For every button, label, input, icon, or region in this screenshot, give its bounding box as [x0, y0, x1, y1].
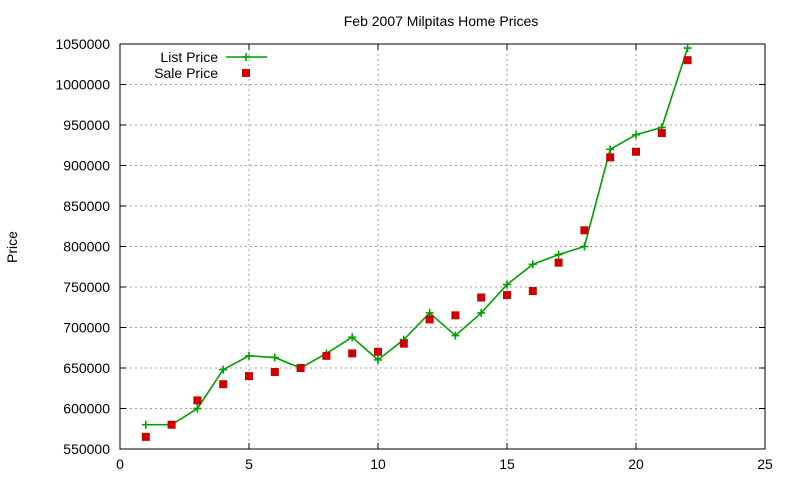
sale-price-point	[554, 258, 563, 267]
list-price-point	[141, 420, 150, 429]
legend-label-sale-price: Sale Price	[154, 65, 218, 81]
list-price-point	[477, 308, 486, 317]
sale-price-point	[219, 380, 228, 389]
list-price-point	[606, 145, 615, 154]
list-price-point	[528, 260, 537, 269]
sale-price-series	[141, 56, 692, 441]
x-tick-label: 0	[116, 456, 124, 472]
sale-price-point	[322, 351, 331, 360]
list-price-point	[632, 130, 640, 139]
sale-price-point	[399, 339, 408, 348]
sale-price-point	[245, 372, 253, 381]
list-price-point	[580, 242, 589, 251]
chart-title: Feb 2007 Milpitas Home Prices	[344, 13, 539, 29]
sale-price-point	[503, 291, 511, 300]
list-price-point	[451, 331, 460, 340]
sale-price-point	[683, 56, 692, 65]
sale-price-point	[141, 432, 150, 441]
list-price-point	[270, 353, 279, 362]
sale-price-point	[348, 349, 357, 358]
y-tick-label: 800000	[63, 239, 110, 255]
y-tick-label: 900000	[63, 158, 110, 174]
list-price-point	[348, 333, 357, 342]
x-tick-label: 10	[370, 456, 386, 472]
legend-marker-list-price	[242, 53, 250, 61]
legend-marker-sale-price	[242, 69, 250, 77]
list-price-line	[145, 47, 689, 426]
sale-price-point	[167, 420, 176, 429]
sale-price-point	[296, 364, 305, 372]
y-tick-label: 950000	[63, 117, 110, 133]
y-tick-label: 850000	[63, 198, 110, 214]
sale-price-point	[580, 226, 589, 235]
y-axis-label: Price	[4, 231, 20, 263]
plot-frame	[119, 43, 766, 450]
sale-price-point	[374, 347, 382, 356]
axis-ticks: 0 5 10 15 20 25 550000 600000 650000 700000 750000…	[55, 36, 773, 472]
sale-price-point	[270, 368, 279, 377]
sale-price-point	[657, 129, 666, 138]
x-tick-label: 25	[757, 456, 773, 472]
list-price-point	[219, 365, 228, 374]
sale-price-point	[632, 147, 640, 156]
sale-price-point	[477, 293, 486, 302]
sale-price-point	[193, 396, 202, 405]
y-tick-label: 650000	[63, 360, 110, 376]
list-price-series	[141, 44, 692, 429]
y-tick-label: 600000	[63, 401, 110, 417]
y-tick-label: 750000	[63, 279, 110, 295]
list-price-point	[374, 355, 382, 364]
x-tick-label: 20	[628, 456, 644, 472]
sale-price-point	[425, 315, 434, 324]
list-price-point	[245, 351, 253, 360]
y-tick-label: 700000	[63, 320, 110, 336]
list-price-point	[554, 250, 563, 259]
y-tick-label: 550000	[63, 441, 110, 457]
y-tick-label: 1050000	[55, 36, 110, 52]
list-price-point	[193, 404, 202, 413]
legend-label-list-price: List Price	[160, 49, 218, 65]
series	[141, 44, 692, 441]
list-price-point	[503, 280, 511, 289]
x-tick-label: 15	[499, 456, 515, 472]
grid	[120, 44, 765, 449]
sale-price-point	[451, 311, 460, 320]
list-price-point	[683, 44, 692, 53]
sale-price-point	[606, 153, 615, 162]
y-tick-label: 1000000	[55, 77, 110, 93]
sale-price-point	[528, 287, 537, 296]
x-tick-label: 5	[245, 456, 253, 472]
